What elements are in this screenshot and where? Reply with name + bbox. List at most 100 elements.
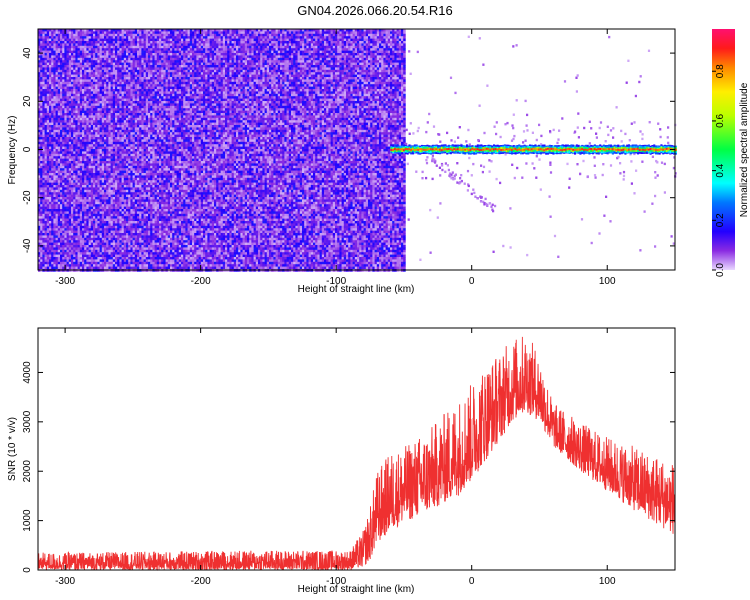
spectrogram-cell [40,177,43,181]
spectrogram-cell [132,165,136,169]
spectrogram-cell [79,197,83,200]
spectrogram-cell [95,144,98,147]
spectrogram-cell [99,223,103,227]
spectrogram-cell [49,240,52,243]
spectrogram-cell [117,29,120,32]
spectrogram-cell [82,245,85,248]
spectrogram-cell [134,101,138,104]
spectrogram-cell [134,213,138,217]
spectrogram-cell [42,41,45,44]
spectrogram-cell [117,177,120,181]
spectrogram-cell [95,55,98,59]
spectrogram-cell [130,144,133,147]
spectrogram-cell [106,240,109,243]
spectrogram-cell [121,209,125,212]
spectrogram-cell [110,105,114,109]
spectrogram-cell [123,31,127,35]
spectrogram-cell [137,173,140,176]
spectrogram-cell [128,74,131,78]
spectrogram-cell [60,62,63,66]
spectrogram-cell [99,165,103,169]
spectrogram-cell [49,237,52,241]
spectrogram-cell [42,137,45,140]
spectrogram-cell [104,129,107,133]
spectrogram-cell [130,252,133,255]
spectrogram-cell [99,240,103,243]
spectrogram-cell [123,228,127,231]
spectrogram-cell [117,84,120,87]
spectrogram-cell [49,261,52,265]
spectrogram-cell [88,182,92,186]
spectrogram-cell [42,189,45,193]
spectrogram-cell [55,245,59,248]
spectrogram-cell [44,105,48,109]
spectrogram-cell [46,67,50,71]
spectrogram-cell [132,132,136,135]
spectrogram-cell [132,69,136,73]
spectrogram-cell [51,98,54,102]
spectrogram-cell [128,125,131,128]
spectrogram-cell [141,50,144,54]
spectrogram-cell [130,266,133,270]
spectrogram-cell [62,43,65,47]
spectrogram-cell [119,237,122,241]
spectrogram-cell [44,144,48,147]
spectrogram-cell [106,45,109,49]
spectrogram-cell [38,50,41,54]
spectrogram-cell [82,120,85,123]
spectrogram-cell [93,259,96,263]
spectrogram-cell [66,199,70,203]
spectrogram-cell [110,249,114,253]
spectrogram-cell [51,146,54,150]
spectrogram-cell [121,151,125,155]
spectrogram-cell [86,182,89,186]
spectrogram-cell [71,53,74,56]
spectrogram-cell [46,101,50,104]
spectrogram-cell [62,242,65,246]
spectrogram-cell [101,254,105,258]
spectrogram-cell [121,48,125,51]
spectrogram-cell [137,197,140,200]
spectrogram-cells [38,29,677,272]
spectrogram-cell [46,65,50,68]
spectrogram-cell [128,146,131,150]
spectrogram-cell [86,213,89,217]
spectrogram-cell [38,89,41,92]
spectrogram-cell [46,197,50,200]
spectrogram-cell [104,69,107,73]
spectrogram-cell [93,261,96,265]
spectrogram-cell [64,197,67,200]
spectrogram-cell [95,69,98,73]
spectrogram-cell [141,249,144,253]
spectrogram-cell [93,237,96,241]
spectrogram-cell [62,146,65,150]
spectrogram-cell [143,153,147,157]
spectrogram-cell [73,31,76,35]
spectrogram-cell [79,115,83,119]
spectrogram-cell [126,144,129,147]
spectrogram-cell [104,84,107,87]
spectrogram-cell [106,225,109,229]
spectrogram-cell [82,204,85,207]
spectrogram-cell [64,122,67,126]
spectrogram-cell [82,31,85,35]
spectrogram-cell [106,189,109,193]
spectrogram-cell [137,141,140,145]
spectrogram-cell [132,211,136,215]
spectrogram-cell [108,89,111,92]
spectrogram-cell [60,120,63,123]
spectrogram-cell [77,228,81,231]
spectrogram-cell [38,247,41,251]
spectrogram-cell [117,153,120,157]
spectrogram-cell [73,50,76,54]
spectrogram-cell [101,77,105,80]
spectrogram-cell [40,254,43,258]
spectrogram-cell [73,189,76,193]
spectrogram-cell [93,79,96,83]
spectrogram-cell [101,101,105,104]
spectrogram-cell [86,98,89,102]
spectrogram-cell [73,72,76,75]
spectrogram-cell [99,77,103,80]
spectrogram-cell [126,120,129,123]
spectrogram-cell [121,84,125,87]
